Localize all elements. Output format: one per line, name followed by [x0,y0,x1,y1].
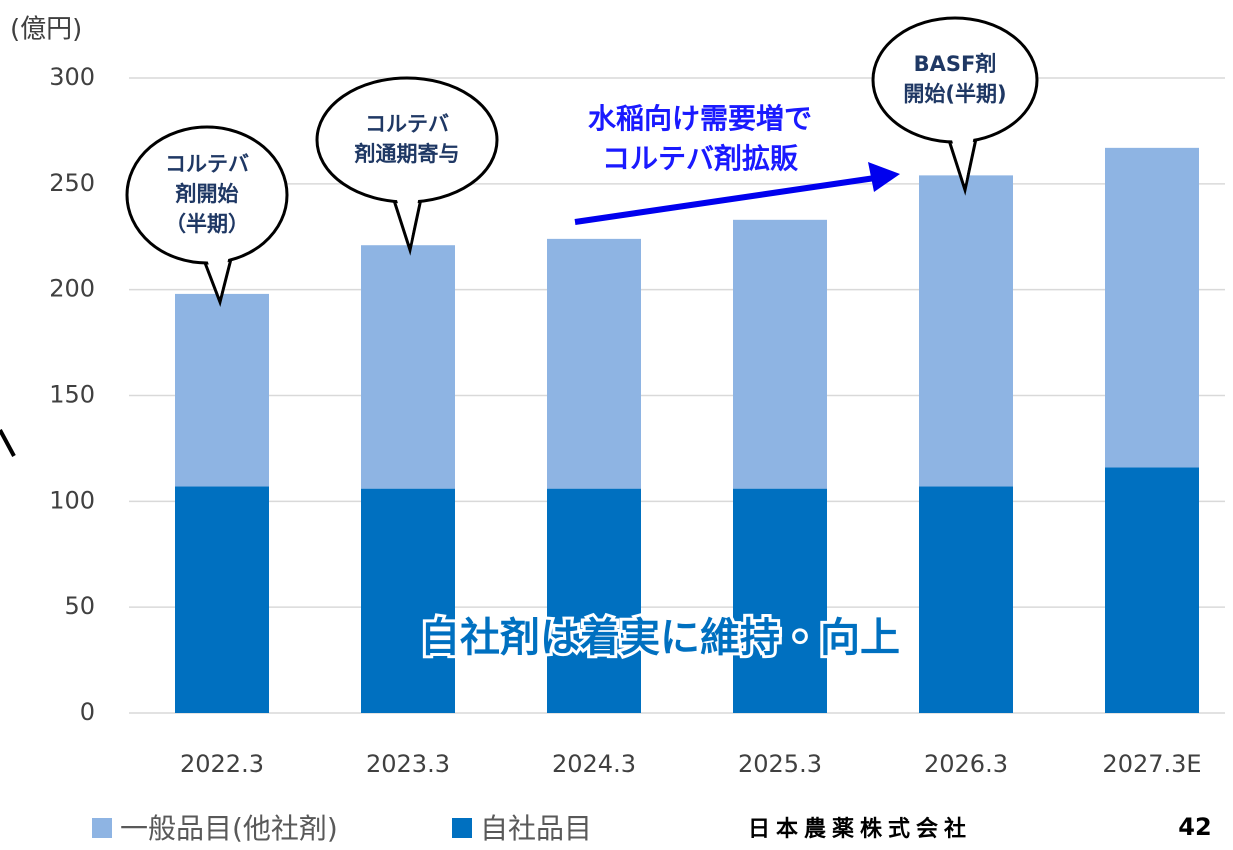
y-tick-label: 100 [49,486,95,514]
y-tick-label: 0 [80,698,95,726]
y-tick-label: 50 [64,592,95,620]
bar-segment [733,219,827,489]
x-tick-label: 2022.3 [180,750,264,778]
legend-swatch [92,818,112,838]
highlight-text: 自社剤は着実に維持・向上 [420,615,900,661]
arrow-head [868,162,900,192]
bar-segment [919,486,1013,713]
bar-segment [919,175,1013,487]
x-tick-label: 2027.3E [1102,750,1201,778]
y-tick-label: 150 [49,381,95,409]
bar-segment [175,486,269,713]
callout-text: コルテバ [165,152,249,176]
callout-text: コルテバ [365,112,449,136]
bar-segment [361,245,455,489]
callout-bubble [125,125,289,265]
arrow-text: 水稲向け需要増で [588,102,812,135]
x-tick-label: 2024.3 [552,750,636,778]
callout-text: BASF剤 [914,52,997,76]
callout-text: 剤通期寄与 [354,142,460,166]
legend-swatch [452,818,472,838]
bar-segment [547,488,641,713]
x-tick-label: 2023.3 [366,750,450,778]
page-number: 42 [1178,813,1211,841]
callout-text: （半期） [165,212,249,236]
y-tick-label: 200 [49,275,95,303]
bar-segment [361,488,455,713]
legend-label: 自社品目 [480,812,592,845]
edge-mark [0,429,16,457]
callout-bubble [394,190,420,244]
bar-segment [1105,467,1199,713]
callout-bubble [871,16,1039,144]
arrow [574,175,876,225]
y-axis-label: (億円) [10,15,82,45]
callout-bubble [204,251,230,296]
x-tick-label: 2025.3 [738,750,822,778]
callout-text: 剤開始 [175,182,239,206]
arrow-text: コルテバ剤拡販 [602,142,799,175]
bar-segment [733,488,827,713]
y-tick-label: 300 [49,63,95,91]
bar-segment [175,293,269,487]
callout-bubble [949,130,975,184]
bar-segment [1105,147,1199,468]
bar-segment [547,238,641,489]
callout-bubble [315,76,499,204]
callout-text: 開始(半期) [903,82,1006,106]
x-tick-label: 2026.3 [924,750,1008,778]
y-tick-label: 250 [49,169,95,197]
footer: 日本農薬株式会社 [748,816,972,842]
legend-label: 一般品目(他社剤) [120,812,338,845]
